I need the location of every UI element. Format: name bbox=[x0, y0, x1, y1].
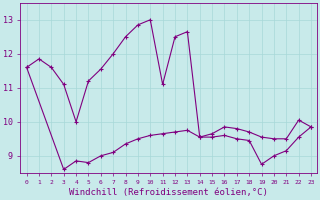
X-axis label: Windchill (Refroidissement éolien,°C): Windchill (Refroidissement éolien,°C) bbox=[69, 188, 268, 197]
